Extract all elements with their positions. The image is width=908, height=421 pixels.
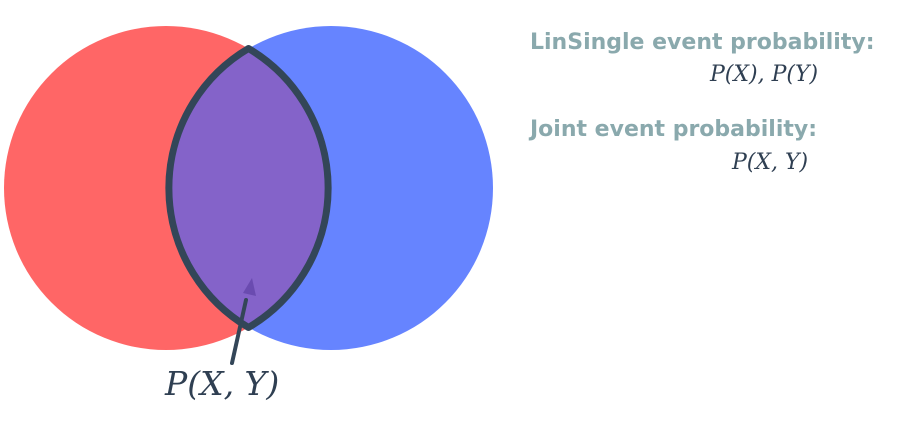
intersection-region bbox=[169, 26, 328, 350]
pointer-line bbox=[230, 298, 248, 365]
venn-diagram bbox=[4, 26, 493, 365]
single-event-formula: P(X), P(Y) bbox=[710, 62, 819, 87]
intersection-label: P(X, Y) bbox=[165, 364, 280, 403]
joint-event-formula: P(X, Y) bbox=[732, 150, 809, 175]
intersection-outline bbox=[165, 45, 332, 331]
joint-event-heading: Joint event probability: bbox=[530, 117, 818, 142]
single-event-heading: LinSingle event probability: bbox=[530, 30, 875, 55]
pointer-arrowhead bbox=[243, 278, 256, 296]
